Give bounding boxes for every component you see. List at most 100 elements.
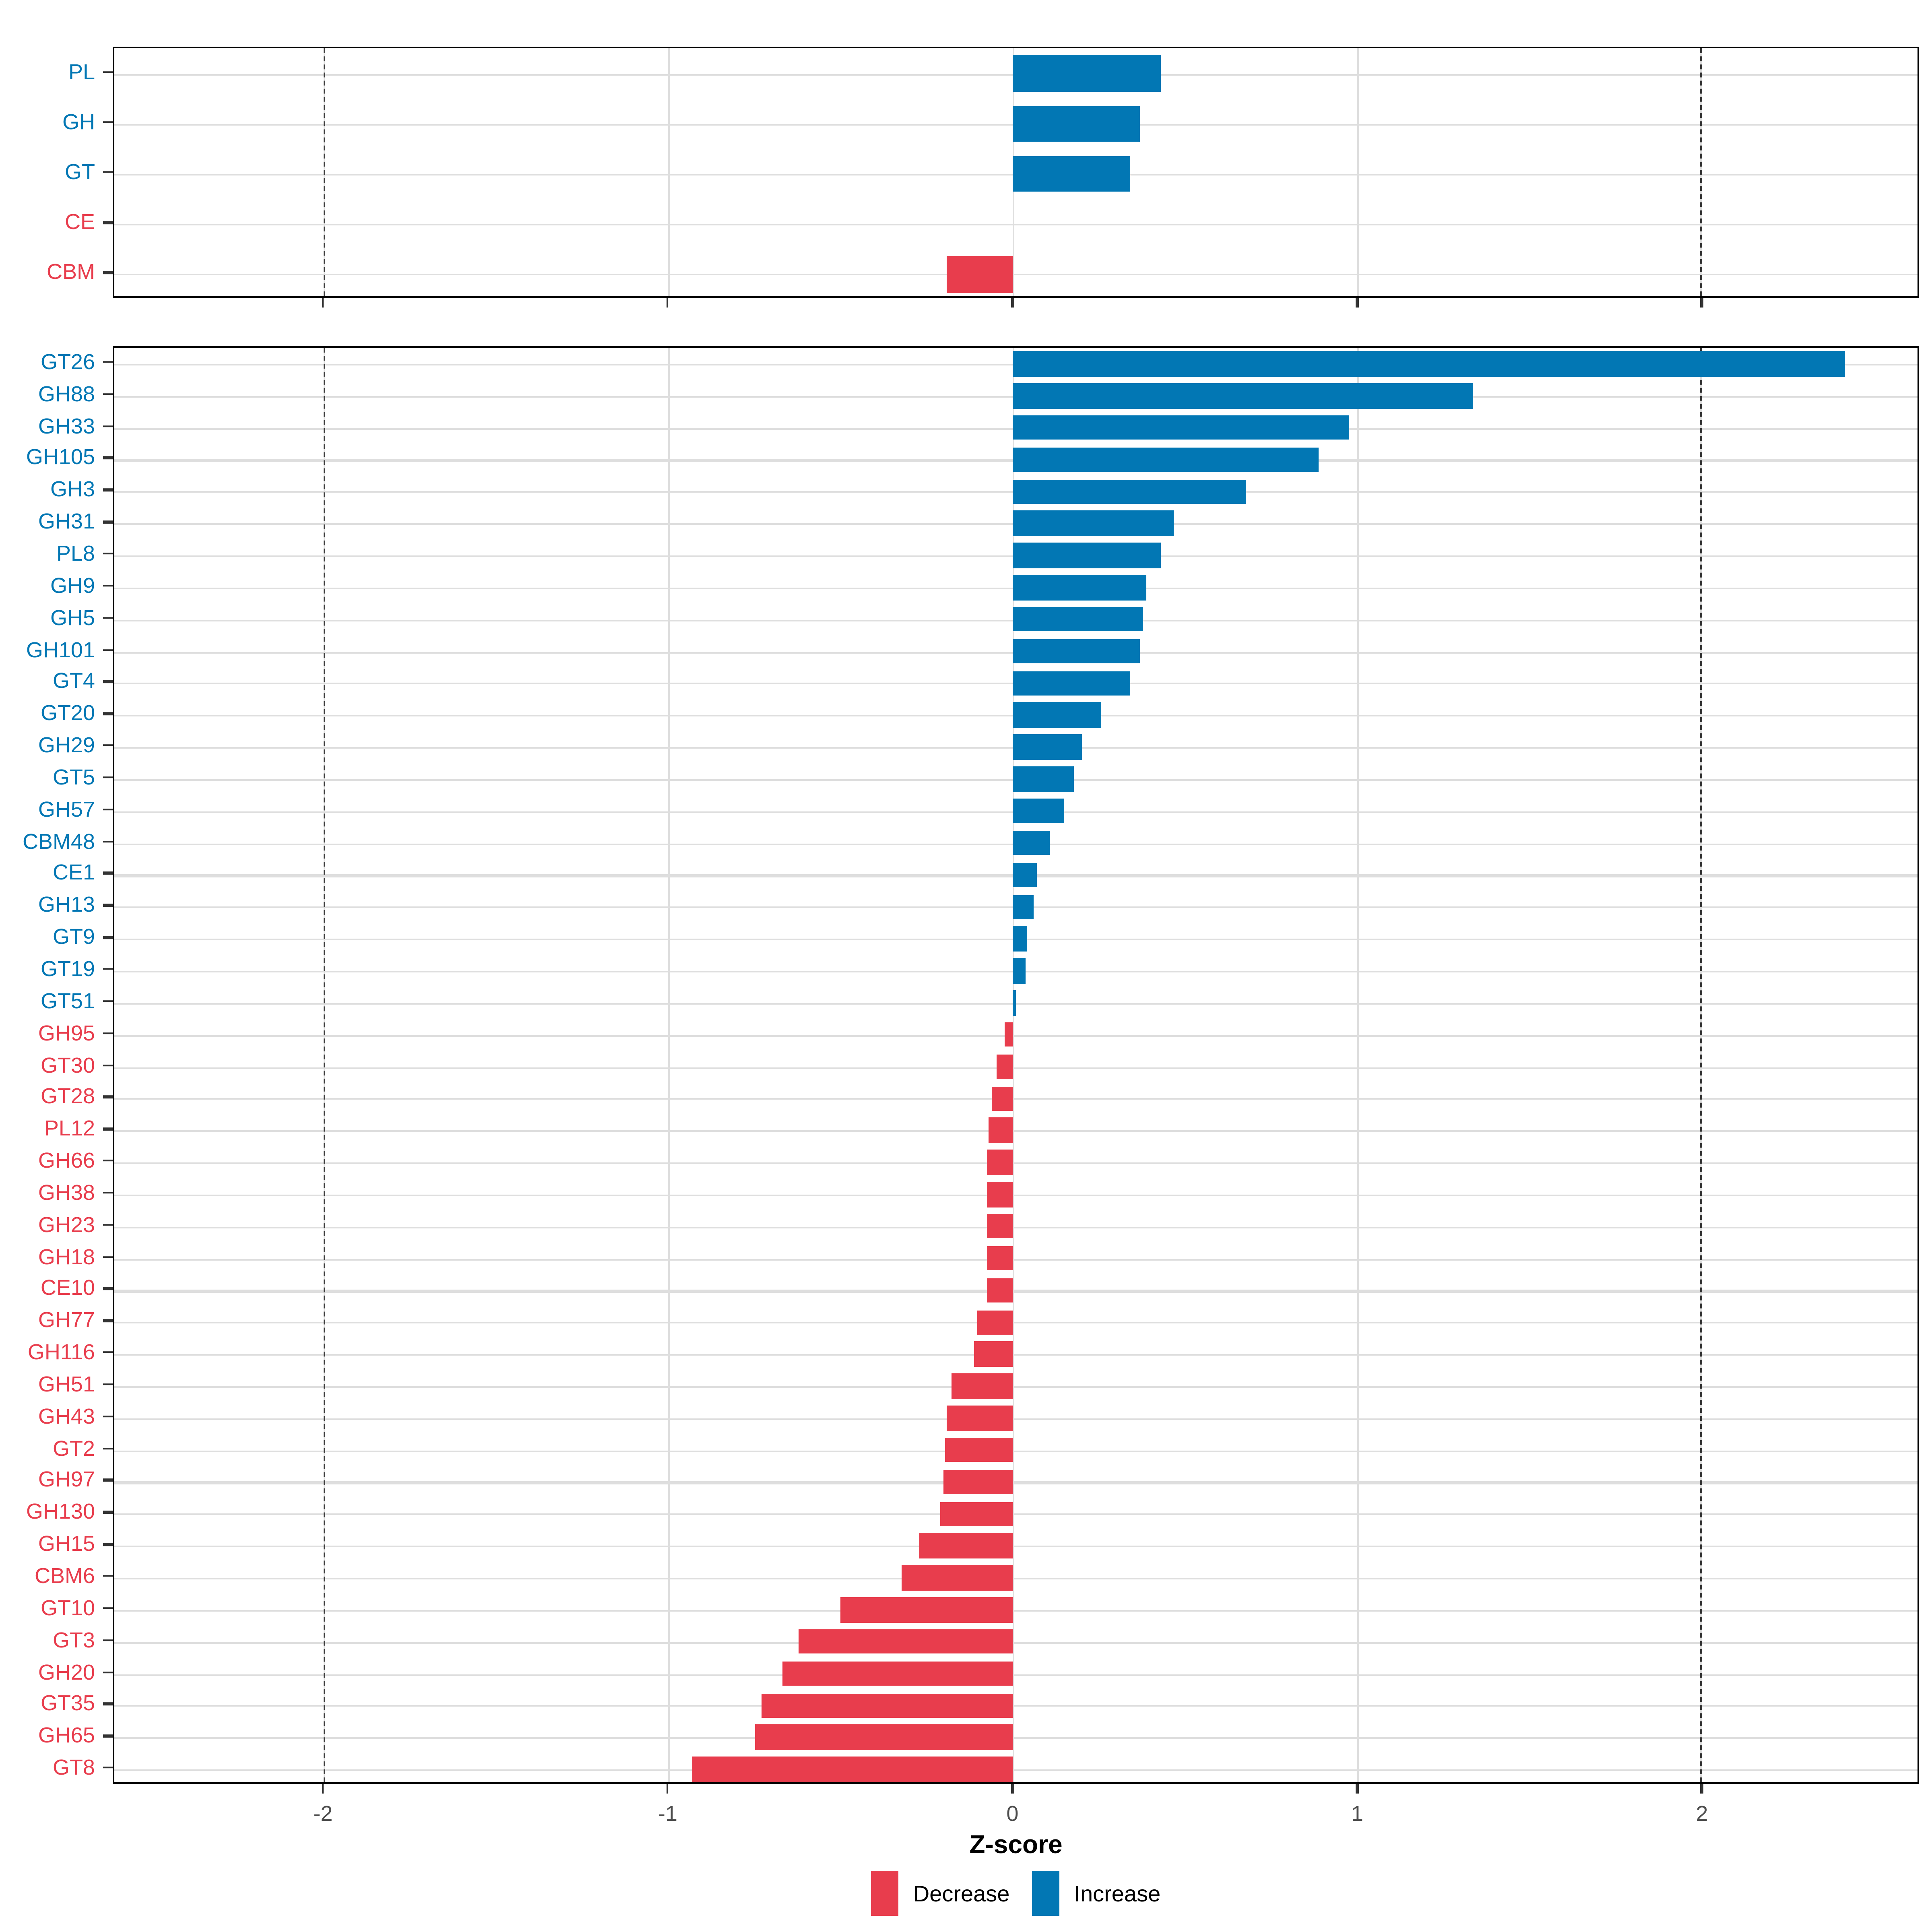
- y-tick: [103, 1575, 113, 1577]
- category-label-GH38: GH38: [38, 1180, 95, 1205]
- bar-GH101: [1012, 639, 1140, 664]
- category-label-CBM48: CBM48: [22, 829, 95, 853]
- y-gridline: [114, 1418, 1918, 1420]
- y-gridline: [114, 274, 1918, 276]
- bar-GH: [1012, 105, 1140, 142]
- category-label-CE1: CE1: [52, 861, 95, 885]
- bar-GH38: [987, 1182, 1013, 1207]
- x-tick: [1356, 298, 1358, 308]
- y-tick: [103, 457, 113, 459]
- category-label-PL: PL: [68, 59, 95, 84]
- category-label-GH88: GH88: [38, 382, 95, 406]
- bar-GH57: [1012, 798, 1064, 824]
- bar-GH23: [987, 1214, 1013, 1239]
- category-label-CBM: CBM: [47, 260, 95, 285]
- legend-item-decrease: Decrease: [871, 1871, 1010, 1916]
- y-tick: [103, 616, 113, 619]
- x-gridline: [1356, 48, 1358, 296]
- category-label-GH130: GH130: [26, 1500, 95, 1524]
- y-tick: [103, 1127, 113, 1130]
- x-tick-label--2: -2: [313, 1802, 333, 1826]
- category-label-GH9: GH9: [50, 573, 95, 598]
- category-label-GH13: GH13: [38, 893, 95, 917]
- category-label-GH101: GH101: [26, 637, 95, 662]
- y-tick: [103, 489, 113, 491]
- y-tick: [103, 712, 113, 715]
- bar-GH95: [1004, 1022, 1013, 1047]
- y-tick: [103, 1255, 113, 1258]
- y-tick: [103, 171, 113, 173]
- legend-label-decrease: Decrease: [913, 1880, 1010, 1906]
- x-gridline: [1012, 348, 1014, 1782]
- y-tick: [103, 425, 113, 427]
- bar-GH51: [952, 1373, 1013, 1399]
- y-tick: [103, 393, 113, 395]
- y-tick: [103, 1607, 113, 1610]
- y-gridline: [114, 1514, 1918, 1516]
- y-tick: [103, 271, 113, 274]
- bar-GH13: [1012, 894, 1033, 920]
- y-gridline: [114, 1130, 1918, 1133]
- category-label-GT51: GT51: [40, 989, 95, 1013]
- category-label-CBM6: CBM6: [34, 1564, 95, 1588]
- category-label-GT30: GT30: [40, 1053, 95, 1077]
- bar-GT28: [992, 1086, 1013, 1111]
- y-gridline: [114, 1450, 1918, 1452]
- y-tick: [103, 1032, 113, 1034]
- category-label-GH18: GH18: [38, 1244, 95, 1269]
- reference-line: [324, 48, 326, 296]
- category-label-GT3: GT3: [52, 1627, 95, 1652]
- x-gridline: [1356, 348, 1358, 1782]
- y-tick: [103, 1543, 113, 1546]
- y-tick: [103, 1224, 113, 1226]
- legend-swatch-increase: [1032, 1871, 1060, 1916]
- category-label-GT35: GT35: [40, 1691, 95, 1716]
- category-label-GT2: GT2: [52, 1436, 95, 1460]
- bar-GH31: [1012, 511, 1174, 536]
- bar-GH3: [1012, 479, 1247, 504]
- category-label-GH31: GH31: [38, 509, 95, 534]
- category-label-GH29: GH29: [38, 733, 95, 758]
- legend-swatch-decrease: [871, 1871, 899, 1916]
- y-tick: [103, 936, 113, 939]
- category-label-GH5: GH5: [50, 605, 95, 630]
- x-axis-title-row: Z-score: [113, 1832, 1919, 1861]
- y-gridline: [114, 1258, 1918, 1260]
- y-tick: [103, 648, 113, 651]
- y-gridline: [114, 1737, 1918, 1740]
- legend-item-increase: Increase: [1032, 1871, 1160, 1916]
- y-tick: [103, 680, 113, 683]
- x-gridline: [668, 348, 670, 1782]
- y-gridline: [114, 1641, 1918, 1644]
- y-gridline: [114, 1769, 1918, 1771]
- category-label-GH: GH: [62, 109, 95, 134]
- x-tick-label-2: 2: [1696, 1802, 1708, 1826]
- y-tick: [103, 1064, 113, 1066]
- category-label-GH65: GH65: [38, 1723, 95, 1748]
- bar-CE10: [987, 1278, 1013, 1303]
- y-tick: [103, 121, 113, 123]
- category-label-GH43: GH43: [38, 1404, 95, 1428]
- y-gridline: [114, 1354, 1918, 1356]
- legend-label-increase: Increase: [1074, 1880, 1161, 1906]
- y-tick: [103, 1639, 113, 1641]
- y-gridline: [114, 1290, 1918, 1292]
- category-label-GT19: GT19: [40, 956, 95, 981]
- bar-GH77: [978, 1310, 1013, 1335]
- x-tick: [322, 1784, 324, 1794]
- category-label-GH77: GH77: [38, 1308, 95, 1332]
- y-tick: [103, 1383, 113, 1386]
- y-tick: [103, 1735, 113, 1737]
- category-label-GH57: GH57: [38, 797, 95, 821]
- bottom-panel: [113, 346, 1919, 1784]
- y-tick: [103, 840, 113, 843]
- bar-GT20: [1012, 702, 1102, 728]
- category-label-GT8: GT8: [52, 1755, 95, 1780]
- x-tick: [1701, 1784, 1703, 1794]
- bar-CBM6: [902, 1565, 1013, 1590]
- bar-GT8: [692, 1757, 1013, 1782]
- y-tick: [103, 808, 113, 811]
- category-label-PL12: PL12: [44, 1116, 95, 1141]
- y-tick: [103, 1767, 113, 1769]
- bar-GH43: [947, 1406, 1013, 1431]
